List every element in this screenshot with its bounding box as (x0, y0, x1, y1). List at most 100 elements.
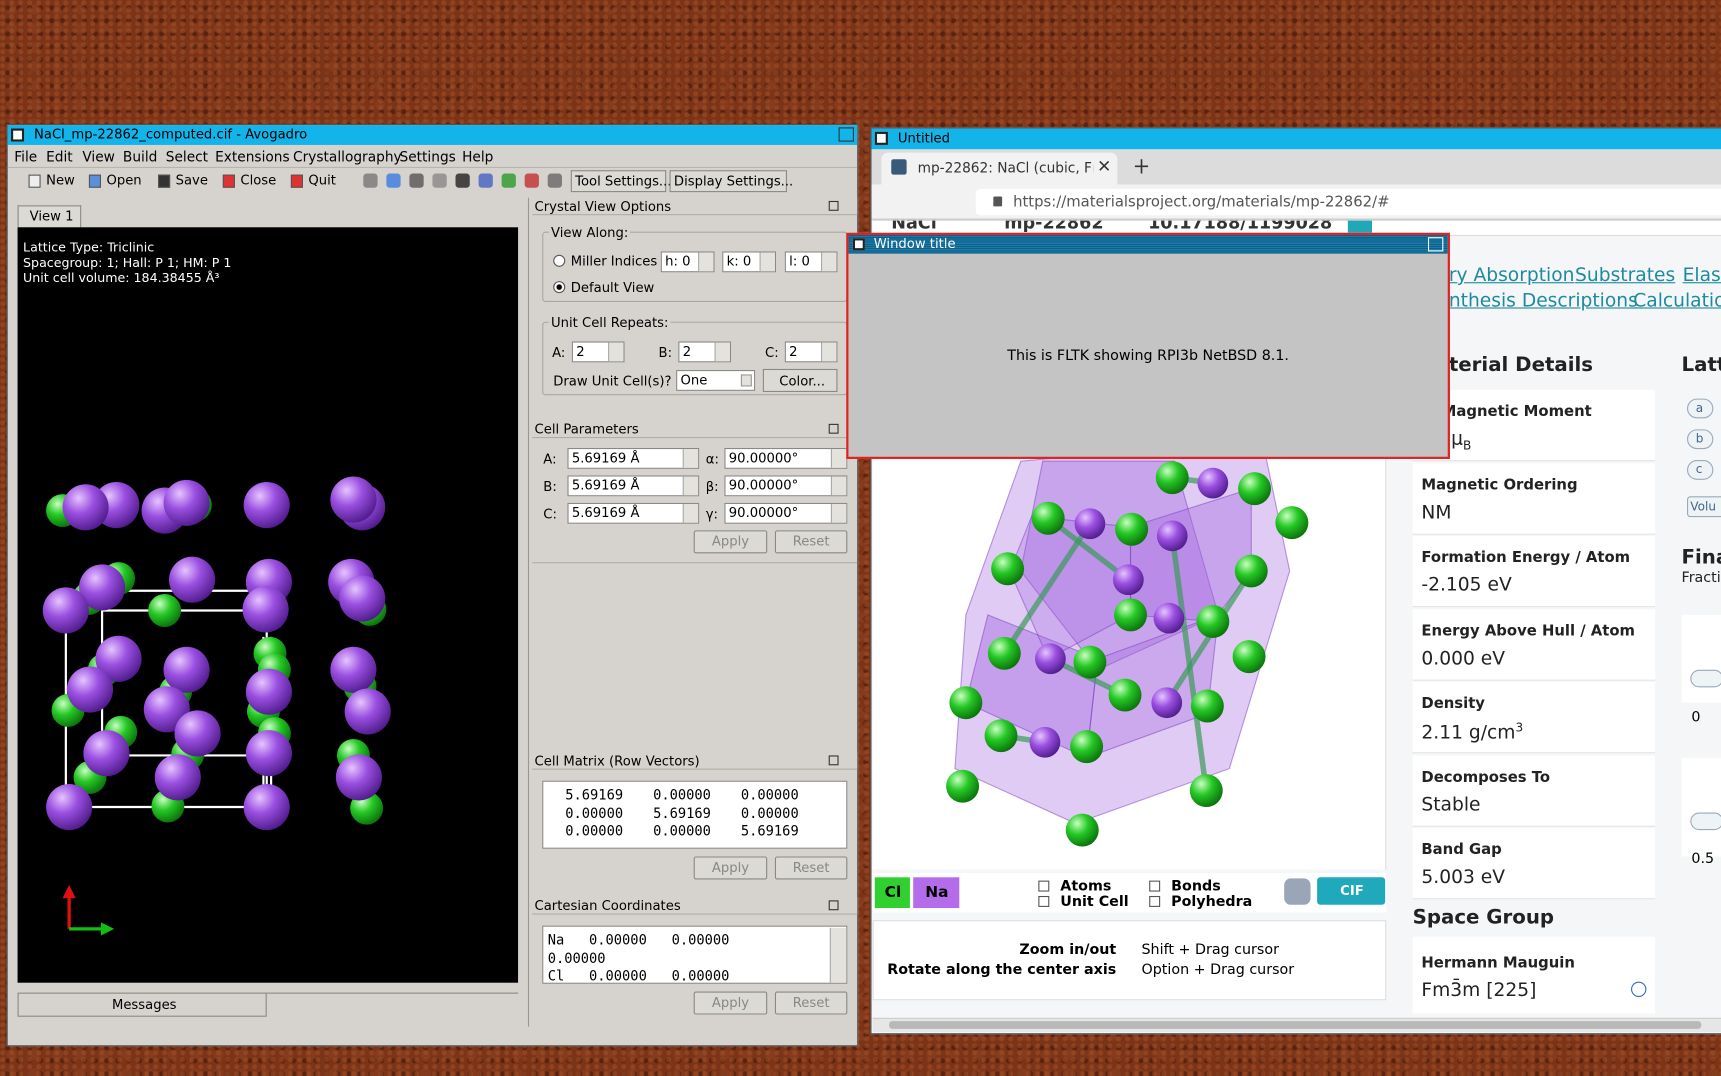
button[interactable] (774, 856, 848, 880)
button[interactable] (774, 530, 848, 554)
spin-arrows[interactable] (830, 449, 847, 468)
button[interactable] (570, 170, 667, 193)
button[interactable] (693, 530, 768, 554)
menu-item[interactable]: Settings (399, 148, 456, 165)
button-label[interactable]: Apply (711, 859, 750, 876)
button-label[interactable]: Apply (711, 533, 750, 549)
spinbox[interactable] (567, 475, 700, 497)
radio[interactable] (553, 254, 566, 267)
spinbox-value[interactable]: 5.69169 Å (571, 450, 640, 466)
spinbox-value[interactable]: 2 (576, 343, 585, 360)
spin-arrows[interactable] (830, 476, 847, 496)
nav-link[interactable]: nthesis Descriptions (1448, 289, 1638, 312)
menu-item[interactable]: Build (122, 148, 158, 165)
checkbox[interactable] (1038, 880, 1050, 892)
button-label[interactable]: Reset (792, 994, 830, 1011)
button-label[interactable]: Reset (792, 859, 830, 876)
spinbox[interactable] (724, 502, 848, 524)
spin-arrows[interactable] (698, 252, 714, 272)
tab-title[interactable]: mp-22862: NaCl (cubic, Fm (917, 159, 1094, 176)
button[interactable] (762, 368, 838, 392)
toolbar-icon[interactable] (222, 174, 235, 188)
scroll-thumb[interactable] (889, 1021, 1702, 1029)
nav-link[interactable]: Substrates (1575, 264, 1676, 287)
download-button[interactable] (1317, 877, 1386, 905)
checkbox-label[interactable]: Polyhedra (1171, 893, 1253, 911)
combo-arrow[interactable] (740, 374, 752, 387)
tab[interactable] (17, 205, 82, 228)
url-text[interactable]: https://materialsproject.org/materials/m… (1013, 193, 1390, 211)
spinbox[interactable] (567, 502, 700, 524)
spin-arrows[interactable] (682, 476, 699, 496)
checkbox-label[interactable]: Atoms (1060, 878, 1112, 895)
spinbox-value[interactable]: h: 0 (665, 253, 691, 270)
help-icon[interactable] (1631, 981, 1647, 997)
tab-label[interactable]: Messages (111, 996, 177, 1013)
browser-tab[interactable] (881, 152, 1118, 185)
spinbox-value[interactable]: l: 0 (789, 253, 810, 270)
scrollbar[interactable] (829, 927, 847, 983)
spin-arrows[interactable] (821, 252, 837, 272)
address-bar[interactable] (975, 188, 1721, 216)
button-label[interactable]: Display Settings... (673, 173, 794, 189)
spinbox-value[interactable]: 90.00000° (728, 477, 799, 494)
spin-arrows[interactable] (759, 252, 775, 272)
spinbox-value[interactable]: 90.00000° (728, 450, 799, 466)
button-label[interactable]: Tool Settings... (575, 173, 672, 189)
spinbox-value[interactable]: 90.00000° (728, 505, 799, 521)
button[interactable] (669, 170, 787, 193)
tool-icon[interactable] (478, 173, 493, 188)
float-button[interactable] (828, 755, 839, 766)
toolbar-button[interactable]: Close (240, 172, 277, 188)
tool-icon[interactable] (432, 173, 447, 188)
spin-arrows[interactable] (608, 342, 624, 362)
combo-box[interactable] (676, 370, 756, 391)
spin-arrows[interactable] (714, 342, 730, 362)
toolbar-icon[interactable] (88, 174, 101, 188)
toolbar-icon[interactable] (158, 174, 171, 188)
spin-arrows[interactable] (830, 503, 847, 523)
checkbox-label[interactable]: Bonds (1171, 878, 1221, 895)
spinbox-value[interactable]: 5.69169 Å (571, 505, 640, 521)
spin-arrows[interactable] (682, 449, 699, 468)
spinbox-value[interactable]: 5.69169 Å (571, 477, 640, 494)
button[interactable] (693, 856, 768, 880)
tab-label[interactable]: View 1 (29, 208, 74, 224)
menu-item[interactable]: Help (462, 148, 494, 165)
float-button[interactable] (828, 200, 839, 211)
button-label[interactable]: CIF (1340, 882, 1364, 899)
tool-icon[interactable] (524, 173, 539, 188)
maximize-button[interactable] (838, 127, 854, 142)
tool-icon[interactable] (363, 173, 378, 188)
robot-icon[interactable] (1284, 878, 1311, 905)
tool-icon[interactable] (409, 173, 424, 188)
toolbar-icon[interactable] (28, 174, 41, 188)
nav-link[interactable]: Elast (1682, 264, 1721, 287)
spinbox-value[interactable]: 2 (789, 343, 798, 360)
toolbar-icon[interactable] (290, 174, 303, 188)
checkbox-label[interactable]: Unit Cell (1060, 893, 1129, 911)
tool-icon[interactable] (386, 173, 401, 188)
nav-link[interactable]: Calculatio (1633, 289, 1721, 312)
button-label[interactable]: Reset (792, 533, 830, 549)
maximize-button[interactable] (1427, 237, 1444, 252)
float-button[interactable] (828, 900, 839, 911)
tool-icon[interactable] (501, 173, 516, 188)
nav-link[interactable]: ry Absorption (1448, 264, 1575, 287)
checkbox[interactable] (1149, 895, 1161, 907)
button[interactable] (774, 991, 848, 1015)
checkbox[interactable] (1038, 895, 1050, 907)
spin-arrows[interactable] (682, 503, 699, 523)
spin-arrows[interactable] (821, 342, 837, 362)
combo-value[interactable]: One (680, 372, 708, 388)
button[interactable] (693, 991, 768, 1015)
menu-item[interactable]: Crystallography (293, 148, 402, 165)
radio-label[interactable]: Miller Indices (570, 253, 658, 270)
spinbox[interactable] (724, 475, 848, 497)
toolbar-button[interactable]: Quit (308, 172, 336, 188)
menu-item[interactable]: Edit (46, 148, 73, 165)
spinbox[interactable] (567, 447, 700, 469)
toolbar-button[interactable]: New (46, 172, 75, 188)
menu-item[interactable]: Extensions (215, 148, 290, 165)
tool-icon[interactable] (547, 173, 562, 188)
